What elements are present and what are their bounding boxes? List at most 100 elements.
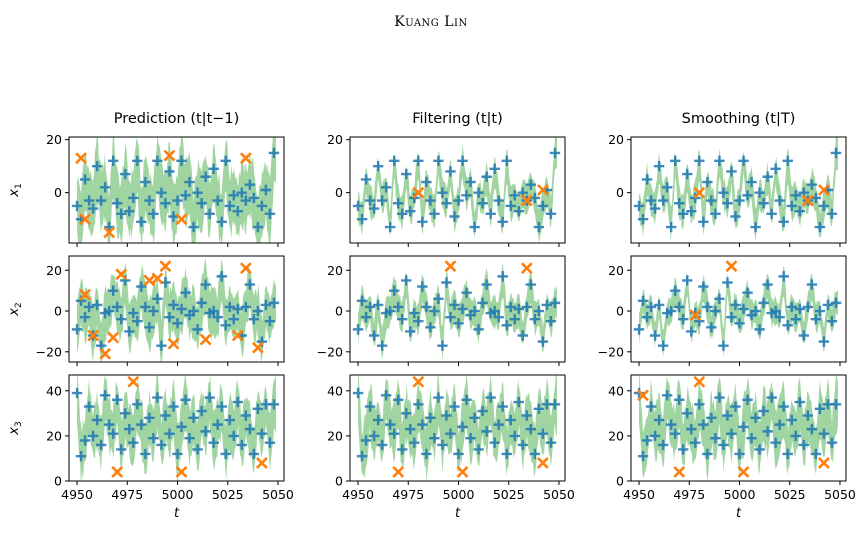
y-tick-label: 40 [327, 383, 343, 398]
plus-marker [698, 419, 709, 430]
plus-marker [176, 303, 187, 315]
plus-marker [766, 208, 777, 220]
plus-marker [694, 155, 705, 167]
plus-marker [786, 414, 797, 426]
plus-marker [124, 206, 135, 217]
y-tick-label: 20 [608, 428, 624, 443]
plus-marker [649, 330, 661, 341]
plus-marker [252, 305, 264, 317]
plus-marker [806, 423, 818, 435]
y-tick-label: 20 [608, 263, 624, 278]
plus-marker [814, 221, 826, 233]
plus-marker [501, 155, 512, 167]
plus-marker [389, 428, 400, 439]
plus-marker [549, 399, 561, 410]
plus-marker [770, 163, 781, 174]
plus-marker [501, 448, 512, 460]
plus-marker [71, 200, 83, 212]
cross-marker [520, 262, 533, 275]
y-axis-label-x2: x2 [7, 302, 24, 316]
plus-marker [810, 448, 822, 460]
plus-marker [477, 297, 488, 309]
plus-marker [653, 299, 665, 311]
plus-marker [441, 277, 452, 288]
cross-marker [693, 186, 706, 199]
page-header: Kuang Lin [394, 14, 468, 30]
plus-marker [449, 401, 460, 412]
plus-marker [742, 190, 753, 201]
plus-marker [87, 430, 99, 442]
plus-marker [682, 168, 693, 180]
plus-marker [690, 437, 701, 448]
plus-marker [224, 200, 235, 212]
plus-marker [409, 437, 420, 448]
plus-marker [180, 287, 191, 298]
plus-marker [441, 198, 452, 209]
plus-marker [505, 200, 516, 212]
plus-marker [545, 316, 557, 327]
plus-marker [786, 301, 797, 313]
x-axis-label-filtering: t [455, 506, 461, 521]
plus-marker [734, 448, 745, 460]
plus-marker [798, 439, 810, 451]
plus-marker [268, 399, 280, 410]
x-tick-label: 5000 [724, 487, 756, 502]
plus-marker [774, 419, 785, 430]
plus-marker [473, 187, 484, 198]
column-title-filtering: Filtering (t|t) [412, 111, 503, 127]
plus-marker [722, 198, 733, 209]
plus-marker [372, 299, 384, 311]
y-tick-label: 20 [608, 132, 624, 147]
plus-marker [188, 412, 199, 424]
plus-marker [192, 187, 203, 198]
plus-marker [758, 297, 769, 309]
plus-marker [493, 419, 504, 430]
plus-marker [537, 200, 549, 212]
plus-marker [489, 163, 500, 174]
plus-marker [718, 439, 729, 451]
plus-marker [525, 179, 537, 190]
plus-marker [208, 437, 219, 448]
plus-marker [380, 390, 392, 401]
panel-frame [349, 255, 566, 363]
plus-marker [168, 299, 179, 311]
plus-marker [661, 390, 673, 401]
plus-marker [409, 307, 420, 319]
plus-marker [95, 439, 107, 451]
plus-marker [164, 311, 175, 323]
plus-marker [232, 206, 243, 217]
cross-marker [159, 260, 172, 273]
plus-marker [384, 305, 396, 317]
plus-marker [810, 313, 822, 325]
cross-marker [87, 329, 100, 342]
plus-marker [481, 426, 492, 437]
plus-marker [168, 211, 179, 222]
plus-marker [156, 187, 167, 198]
plus-marker [212, 419, 223, 430]
plus-marker [244, 279, 256, 290]
plus-marker [505, 414, 516, 426]
plus-marker [794, 396, 805, 408]
plus-marker [99, 390, 111, 401]
plus-marker [477, 198, 488, 209]
plus-marker [152, 155, 163, 167]
plus-marker [264, 208, 276, 220]
plus-marker [264, 316, 276, 327]
plus-marker [376, 195, 388, 206]
plus-marker [200, 426, 211, 437]
uncertainty-band [358, 262, 557, 361]
plus-marker [79, 311, 91, 323]
plus-marker [144, 412, 155, 424]
plus-marker [405, 326, 416, 337]
plus-marker [116, 444, 127, 455]
plus-marker [397, 444, 408, 455]
cross-marker [536, 457, 549, 469]
plus-marker [678, 444, 689, 455]
plus-marker [730, 401, 741, 412]
plus-marker [501, 320, 512, 331]
plus-marker [417, 419, 428, 430]
plus-marker [497, 271, 508, 282]
cross-marker [175, 466, 188, 478]
plus-marker [397, 208, 408, 220]
